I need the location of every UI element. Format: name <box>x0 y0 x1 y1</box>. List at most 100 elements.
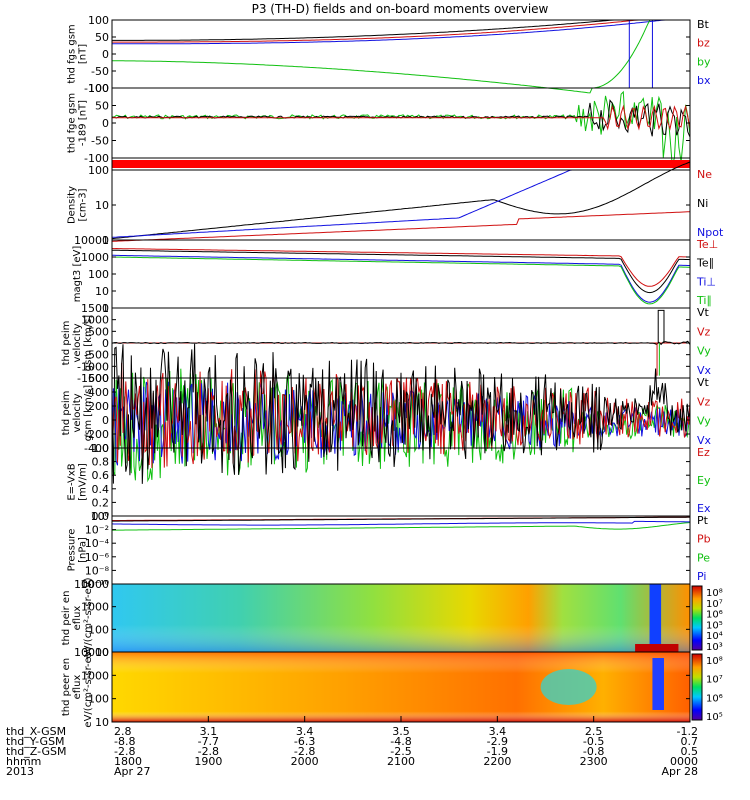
y-tick-label-8-5: 10⁻¹⁰ <box>80 578 109 591</box>
legend-7-0: Ez <box>697 446 710 459</box>
colorbar-tick-9-3: 10⁵ <box>706 620 723 631</box>
legend-4-0: Te⊥ <box>696 238 718 251</box>
date-label-0: Apr 27 <box>114 765 151 778</box>
y-axis-label-line: E=-VxB <box>67 463 78 500</box>
legend-8-3: Pi <box>697 570 706 583</box>
y-axis-label-line: gsm [km/s] <box>83 315 94 371</box>
y-tick-label-5-2: 500 <box>88 325 109 338</box>
x-tick-label-4: 2200 <box>483 755 511 768</box>
y-tick-label-10-3: 10 <box>95 716 109 729</box>
y-tick-label-6-0: 600 <box>88 372 109 385</box>
y-tick-label-7-2: 0.6 <box>92 469 110 482</box>
z-gsm-6: 0.5 <box>681 745 699 758</box>
series-te-par <box>112 249 691 294</box>
y-axis-label-line: eV/(cm²-s-sr-eV) <box>83 577 94 658</box>
legend-7-1: Ey <box>697 474 711 487</box>
y-axis-label-7: E=-VxB[mV/m] <box>67 463 89 501</box>
row-label-3: hhmm <box>6 755 41 768</box>
y-axis-label-line: thd peir en <box>61 591 72 646</box>
legend-6-2: Vy <box>697 415 711 428</box>
legend-8-0: Pt <box>697 514 709 527</box>
date-label-1: Apr 28 <box>661 765 698 778</box>
y-tick-label-7-5: 0.0 <box>92 510 110 523</box>
spectrogram-electron-overlay <box>112 652 690 722</box>
y-tick-label-6-4: -200 <box>84 428 109 441</box>
spectrogram-electron-hole <box>540 669 597 705</box>
y-tick-label-7-4: 0.2 <box>92 496 110 509</box>
panel-frame-0 <box>111 19 691 89</box>
colorbar-tick-10-3: 10⁵ <box>706 712 723 723</box>
row-label-4: 2013 <box>6 765 34 778</box>
y-tick-label-0-3: -50 <box>91 65 109 78</box>
y-axis-label-5: thd peimvelocitygsm [km/s] <box>61 315 94 371</box>
y-axis-label-line: thd fgs gsm <box>67 24 78 83</box>
y-tick-label-5-4: -500 <box>84 349 109 362</box>
y-tick-label-10-1: 1000 <box>81 669 109 682</box>
y-axis-label-line: eflux <box>72 675 83 700</box>
spectrogram-ion-gap <box>649 584 662 652</box>
panel-4: 10000 1000 100 10 1 magt3 [eV] Te⊥ Te∥ Ti⊥ Ti∥ <box>72 234 718 315</box>
x-gsm-1: 3.1 <box>200 725 218 738</box>
legend-6-3: Vx <box>697 434 712 447</box>
series-vx <box>111 381 691 466</box>
y-axis-label-line: [nT] <box>78 44 89 64</box>
colorbar-tick-10-1: 10⁷ <box>706 675 723 686</box>
colorbar-tick-10-2: 10⁶ <box>706 693 723 704</box>
series-pi <box>111 520 690 526</box>
z-gsm-1: -2.8 <box>198 745 219 758</box>
colorbar-9 <box>691 585 703 651</box>
legend-8-2: Pe <box>697 551 710 564</box>
y-axis-label-9: thd peir enefluxeV/(cm²-s-sr-eV) <box>61 577 94 658</box>
y-tick-label-9-1: 1000 <box>81 601 109 614</box>
x-tick-label-2: 2000 <box>291 755 319 768</box>
y-tick-label-10-0: 10000 <box>74 646 109 659</box>
y-tick-label-6-3: 0 <box>102 414 109 427</box>
y-tick-label-8-0: 10⁰ <box>91 510 110 523</box>
colorbar-tick-9-5: 10³ <box>706 642 723 653</box>
series-bz <box>112 19 690 43</box>
y-gsm-3: -4.8 <box>390 735 411 748</box>
y-tick-label-3-0: 100 <box>88 164 109 177</box>
legend-5-0: Vt <box>697 306 710 319</box>
legend-0-0: Bt <box>697 18 710 31</box>
y-axis-label-3: Density[cm-3] <box>67 186 89 224</box>
y-tick-label-1-3: -50 <box>91 135 109 148</box>
x-tick-label-1: 1900 <box>194 755 222 768</box>
series-vt <box>111 343 691 484</box>
colorbar-tick-10-0: 10⁸ <box>706 656 723 667</box>
y-axis-label-line: thd peer en <box>61 658 72 716</box>
y-axis-label-line: Pressure <box>67 529 78 572</box>
y-tick-label-7-1: 0.8 <box>92 456 110 469</box>
spectrogram-electron-gap <box>652 658 664 710</box>
y-tick-label-6-5: -400 <box>84 442 109 455</box>
y-axis-label-1: thd fge gsm-189 [nT] <box>67 93 89 153</box>
y-axis-label-line: velocity <box>72 393 83 432</box>
y-tick-label-10-2: 100 <box>88 693 109 706</box>
legend-0-3: bx <box>697 74 711 87</box>
series-by <box>112 19 690 94</box>
series-bx <box>112 19 690 45</box>
legend-4-3: Ti∥ <box>696 294 712 307</box>
x-gsm-3: 3.5 <box>392 725 410 738</box>
plot-title: P3 (TH-D) fields and on-board moments ov… <box>252 2 549 16</box>
series-npot <box>111 169 690 238</box>
x-tick-label-5: 2300 <box>580 755 608 768</box>
legend-3-1: Ni <box>697 197 708 210</box>
z-gsm-5: -0.8 <box>583 745 604 758</box>
y-tick-label-7-3: 0.4 <box>92 483 110 496</box>
y-axis-label-line: [nPa] <box>78 537 89 563</box>
y-tick-label-9-3: 10 <box>95 646 109 659</box>
y-tick-label-8-1: 10⁻² <box>85 524 109 537</box>
legend-5-3: Vx <box>697 364 712 377</box>
y-gsm-4: -2.9 <box>487 735 508 748</box>
colorbar-tick-9-0: 10⁸ <box>706 588 723 599</box>
y-tick-label-0-1: 50 <box>95 31 109 44</box>
y-tick-label-5-1: 1000 <box>81 314 109 327</box>
y-gsm-6: 0.7 <box>681 735 699 748</box>
z-gsm-2: -2.8 <box>294 745 315 758</box>
